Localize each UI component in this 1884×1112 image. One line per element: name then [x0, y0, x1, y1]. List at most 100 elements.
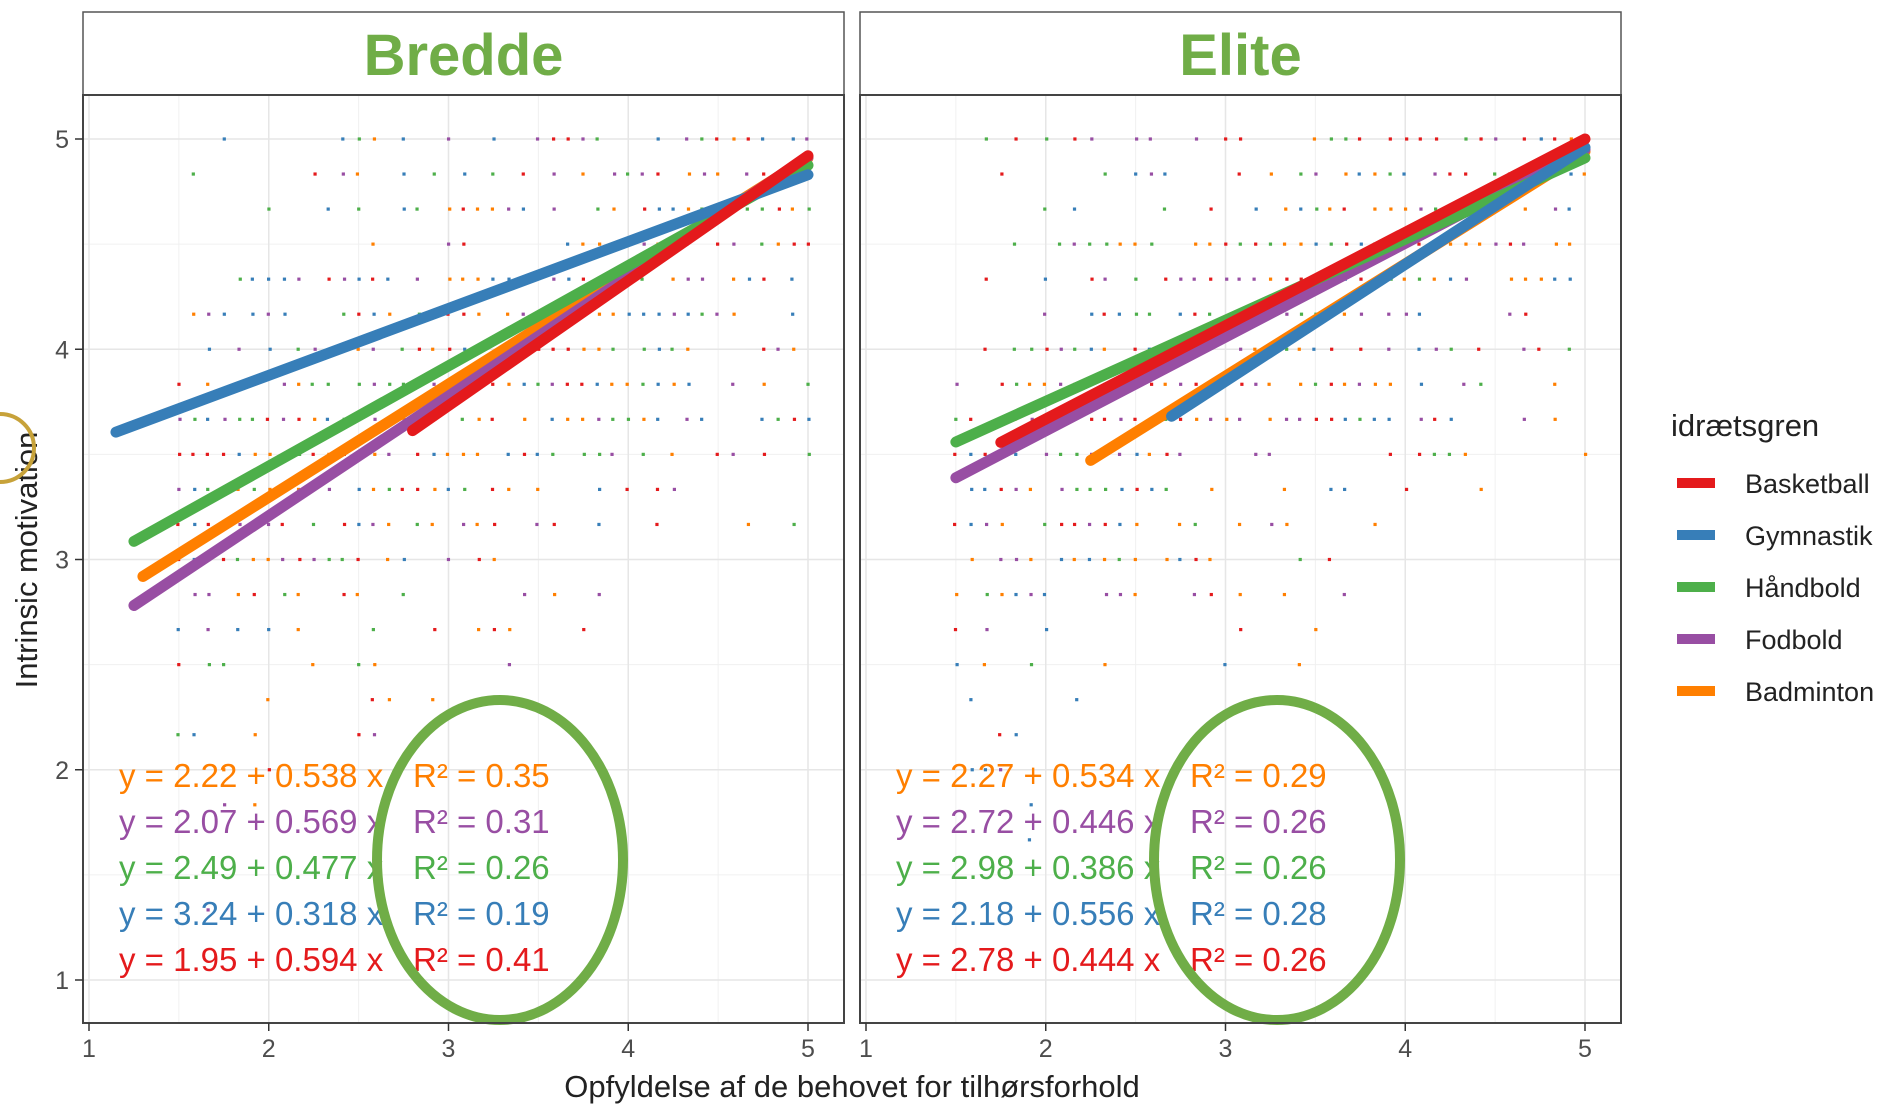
data-point	[476, 277, 480, 281]
data-point	[1120, 487, 1124, 492]
data-point	[253, 452, 257, 456]
data-point	[1268, 242, 1273, 246]
data-point	[1479, 137, 1483, 141]
facet-title: Elite	[1179, 23, 1302, 88]
data-point	[1330, 417, 1334, 421]
data-point	[431, 347, 435, 351]
data-point	[207, 592, 211, 597]
data-point	[1312, 347, 1316, 351]
data-point	[373, 417, 377, 421]
data-point	[1329, 137, 1333, 141]
data-point	[1433, 417, 1437, 421]
panel-bredde: Bredde y = 2.22 + 0.538 x R² = 0.35 y = 2.0…	[82, 11, 845, 1025]
equation-label: y = 2.49 + 0.477 x	[119, 849, 384, 886]
data-point	[372, 733, 377, 737]
data-point	[953, 627, 958, 632]
data-point	[1223, 663, 1227, 667]
regression-line-basketball	[995, 133, 1591, 448]
data-point	[1238, 137, 1243, 141]
data-point	[1224, 242, 1228, 246]
data-point	[1208, 242, 1212, 246]
data-point	[1477, 347, 1481, 351]
data-point	[253, 803, 257, 807]
data-point	[672, 382, 676, 386]
data-point	[1282, 242, 1287, 246]
data-point	[1282, 592, 1287, 597]
data-point	[448, 277, 452, 281]
data-point	[1150, 242, 1154, 246]
panels-layer: Bredde y = 2.22 + 0.538 x R² = 0.35 y = 2.0…	[82, 11, 1622, 1025]
data-point	[491, 382, 495, 386]
data-point	[340, 768, 345, 772]
data-point	[1284, 207, 1288, 211]
data-point	[1583, 452, 1588, 456]
data-point	[266, 312, 270, 316]
data-point	[357, 207, 361, 211]
data-point	[207, 347, 212, 351]
data-point	[311, 452, 315, 456]
legend-layer: idrætsgren Basketball Gymnastik Håndbold Fod…	[1671, 408, 1874, 707]
data-point	[1285, 522, 1289, 527]
data-point	[1417, 312, 1422, 316]
data-point	[252, 592, 256, 597]
data-point	[700, 277, 705, 281]
data-point	[206, 487, 210, 492]
data-point	[176, 522, 180, 527]
data-point	[1162, 207, 1167, 211]
data-point	[792, 347, 796, 351]
data-point	[491, 277, 495, 281]
gridlines	[83, 95, 844, 1023]
data-point	[342, 522, 347, 527]
data-point	[221, 452, 226, 456]
data-point	[1464, 137, 1468, 141]
data-point	[1523, 207, 1527, 211]
data-point	[1133, 417, 1137, 421]
data-point	[1134, 312, 1139, 316]
data-point	[760, 207, 764, 211]
data-point	[536, 382, 540, 386]
data-point	[983, 347, 987, 351]
data-point	[715, 312, 719, 316]
data-point	[1254, 452, 1258, 456]
legend-label: Håndbold	[1745, 573, 1861, 603]
data-point	[625, 172, 630, 176]
data-point	[746, 137, 750, 141]
data-point	[372, 137, 377, 141]
data-point	[1373, 522, 1377, 527]
y-tick-label: 2	[55, 757, 69, 785]
data-point	[1343, 487, 1347, 492]
data-point	[463, 172, 467, 176]
data-point	[1014, 137, 1018, 141]
data-point	[1553, 277, 1557, 281]
data-point	[566, 417, 570, 421]
data-point	[176, 627, 180, 632]
data-point	[1314, 172, 1318, 176]
equation-label: y = 3.24 + 0.318 x	[119, 895, 384, 932]
data-point	[1404, 487, 1409, 492]
data-point	[1164, 277, 1168, 281]
data-point	[1225, 277, 1229, 281]
data-point	[1042, 382, 1047, 386]
legend-label: Badminton	[1745, 677, 1874, 707]
data-point	[267, 207, 271, 211]
data-point	[250, 277, 254, 281]
data-point	[671, 277, 675, 281]
data-point	[747, 277, 752, 281]
data-point	[672, 312, 676, 316]
data-point	[1133, 557, 1137, 562]
data-point	[716, 242, 720, 246]
facet-title: Bredde	[364, 23, 564, 88]
data-point	[1389, 207, 1393, 211]
data-point	[282, 382, 286, 386]
data-point	[1103, 172, 1107, 176]
data-point	[297, 277, 301, 281]
data-point	[250, 417, 255, 421]
data-point	[1434, 207, 1438, 211]
data-point	[237, 347, 241, 351]
data-point	[685, 417, 689, 421]
data-point	[506, 452, 510, 456]
data-point	[193, 487, 197, 492]
data-point	[1522, 242, 1526, 246]
data-point	[982, 663, 986, 667]
y-tick-label: 3	[55, 547, 69, 575]
